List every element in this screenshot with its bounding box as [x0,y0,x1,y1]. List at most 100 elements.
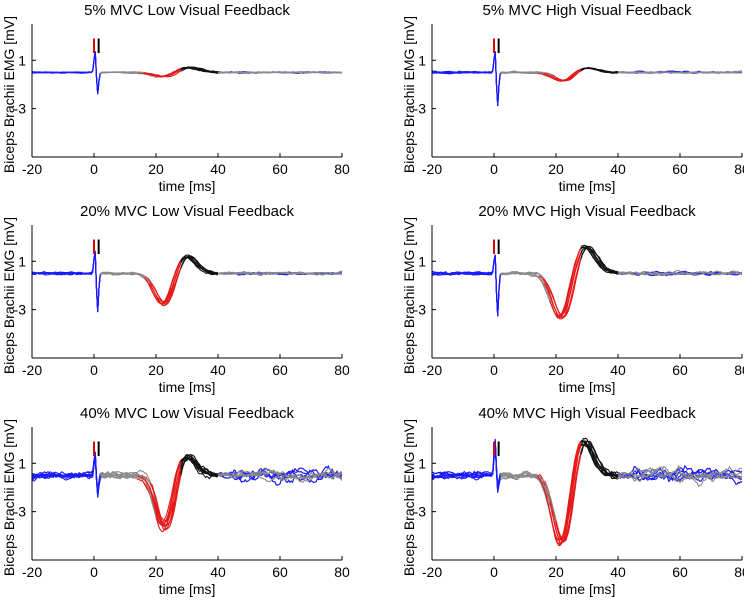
trace-segment-response [180,456,219,477]
panel-title: 40% MVC High Visual Feedback [478,405,696,422]
trace-segment-response [580,440,619,477]
trace-segment-prestim [432,444,501,492]
trace-segment-response [180,454,219,475]
x-tick-label: 60 [272,362,288,378]
x-tick-label: -20 [22,564,42,580]
trace-segment-late [217,271,342,275]
trace-segment-mep [543,259,582,319]
trace-segment-mep [555,454,582,543]
trace-segment-mep [149,262,182,307]
trace-segment-mep [536,441,582,546]
trace-segment-prestim [432,255,501,316]
trace-segment-prestim [32,251,101,311]
trace-segment-late [617,470,742,481]
trace-segment-prestim [432,254,501,316]
x-tick-label: 20 [548,161,564,177]
x-tick-label: 0 [490,564,498,580]
trace-segment-early [499,270,545,279]
panel-p20-low: 20% MVC Low Visual Feedback -20 0 20 40 60 80 1… [1,203,350,395]
trace-segment-prestim [432,256,501,317]
trace-segment-response [580,440,619,477]
trace-segment-prestim [432,443,501,492]
trace-segment-early [499,271,551,301]
trace-segment-late [217,71,342,74]
x-axis-label: time [ms] [159,581,216,597]
trace-segment-response [580,244,619,275]
x-tick-label: 0 [90,564,98,580]
x-tick-label: 40 [210,362,226,378]
trace-segment-prestim [432,51,501,106]
panel-p40-low: 40% MVC Low Visual Feedback -20 0 20 40 60 80 1… [1,405,350,597]
y-tick-label: -3 [414,504,427,520]
trace-segment-prestim [432,442,501,490]
x-tick-label: -20 [22,362,42,378]
trace-segment-prestim [432,51,501,106]
trace-segment-response [180,256,219,275]
trace-segment-prestim [432,440,501,491]
panel-p20-high: 20% MVC High Visual Feedback -20 0 20 40 60 80… [401,203,744,395]
x-tick-label: 20 [148,161,164,177]
x-tick-label: 60 [672,362,688,378]
x-tick-label: 0 [490,362,498,378]
x-axis-label: time [ms] [159,379,216,395]
x-tick-label: 20 [148,362,164,378]
x-tick-label: -20 [422,362,442,378]
trace-segment-prestim [432,52,501,106]
trace-group [32,451,342,533]
y-axis-label: Biceps Brachii EMG [mV] [1,217,17,374]
x-tick-label: 60 [672,161,688,177]
trace-group [32,250,342,313]
y-tick-label: 1 [418,52,426,68]
trace-segment-late [217,467,342,483]
trace-segment-late [617,269,742,276]
x-tick-label: 20 [548,362,564,378]
trace-segment-late [617,467,742,484]
x-tick-label: 60 [672,564,688,580]
trace-segment-early [99,272,157,296]
trace-segment-prestim [432,439,501,489]
trace-segment-early [99,472,157,518]
y-axis-label: Biceps Brachii EMG [mV] [1,16,17,173]
trace-segment-mep [155,462,182,533]
trace-segment-mep [549,442,582,546]
x-tick-label: 20 [548,564,564,580]
trace-segment-early [500,474,538,478]
trace-group [32,51,342,95]
panel-title: 40% MVC Low Visual Feedback [80,405,294,422]
x-tick-label: 80 [334,564,350,580]
x-tick-label: 80 [734,161,744,177]
panel-p5-high: 5% MVC High Visual Feedback -20 0 20 40 60 80 1… [401,2,744,194]
x-tick-label: 0 [90,362,98,378]
trace-segment-response [180,66,219,73]
panel-p40-high: 40% MVC High Visual Feedback -20 0 20 40 60 80… [401,405,744,597]
trace-segment-prestim [432,442,501,493]
trace-segment-prestim [432,255,501,317]
trace-segment-prestim [32,454,101,496]
x-axis-label: time [ms] [559,379,616,395]
trace-segment-prestim [432,255,501,316]
x-tick-label: 40 [610,564,626,580]
y-tick-label: -3 [14,504,27,520]
panel-title: 5% MVC High Visual Feedback [483,2,692,19]
trace-segment-prestim [432,52,501,107]
trace-segment-response [180,254,219,275]
trace-segment-prestim [432,255,501,316]
x-tick-label: 80 [734,564,744,580]
x-tick-label: 80 [734,362,744,378]
trace-segment-late [217,470,342,480]
trace-group [432,244,742,320]
trace-segment-prestim [432,254,501,316]
trace-segment-prestim [432,444,501,493]
trace-segment-early [99,472,138,479]
x-tick-label: 40 [210,564,226,580]
x-tick-label: 20 [148,564,164,580]
panel-title: 5% MVC Low Visual Feedback [84,2,290,19]
trace-segment-late [617,271,742,276]
y-axis-label: Biceps Brachii EMG [mV] [401,217,417,374]
x-tick-label: 60 [272,564,288,580]
trace-segment-prestim [32,251,101,311]
x-tick-label: 40 [210,161,226,177]
trace-group [432,437,742,547]
y-tick-label: -3 [414,101,427,117]
